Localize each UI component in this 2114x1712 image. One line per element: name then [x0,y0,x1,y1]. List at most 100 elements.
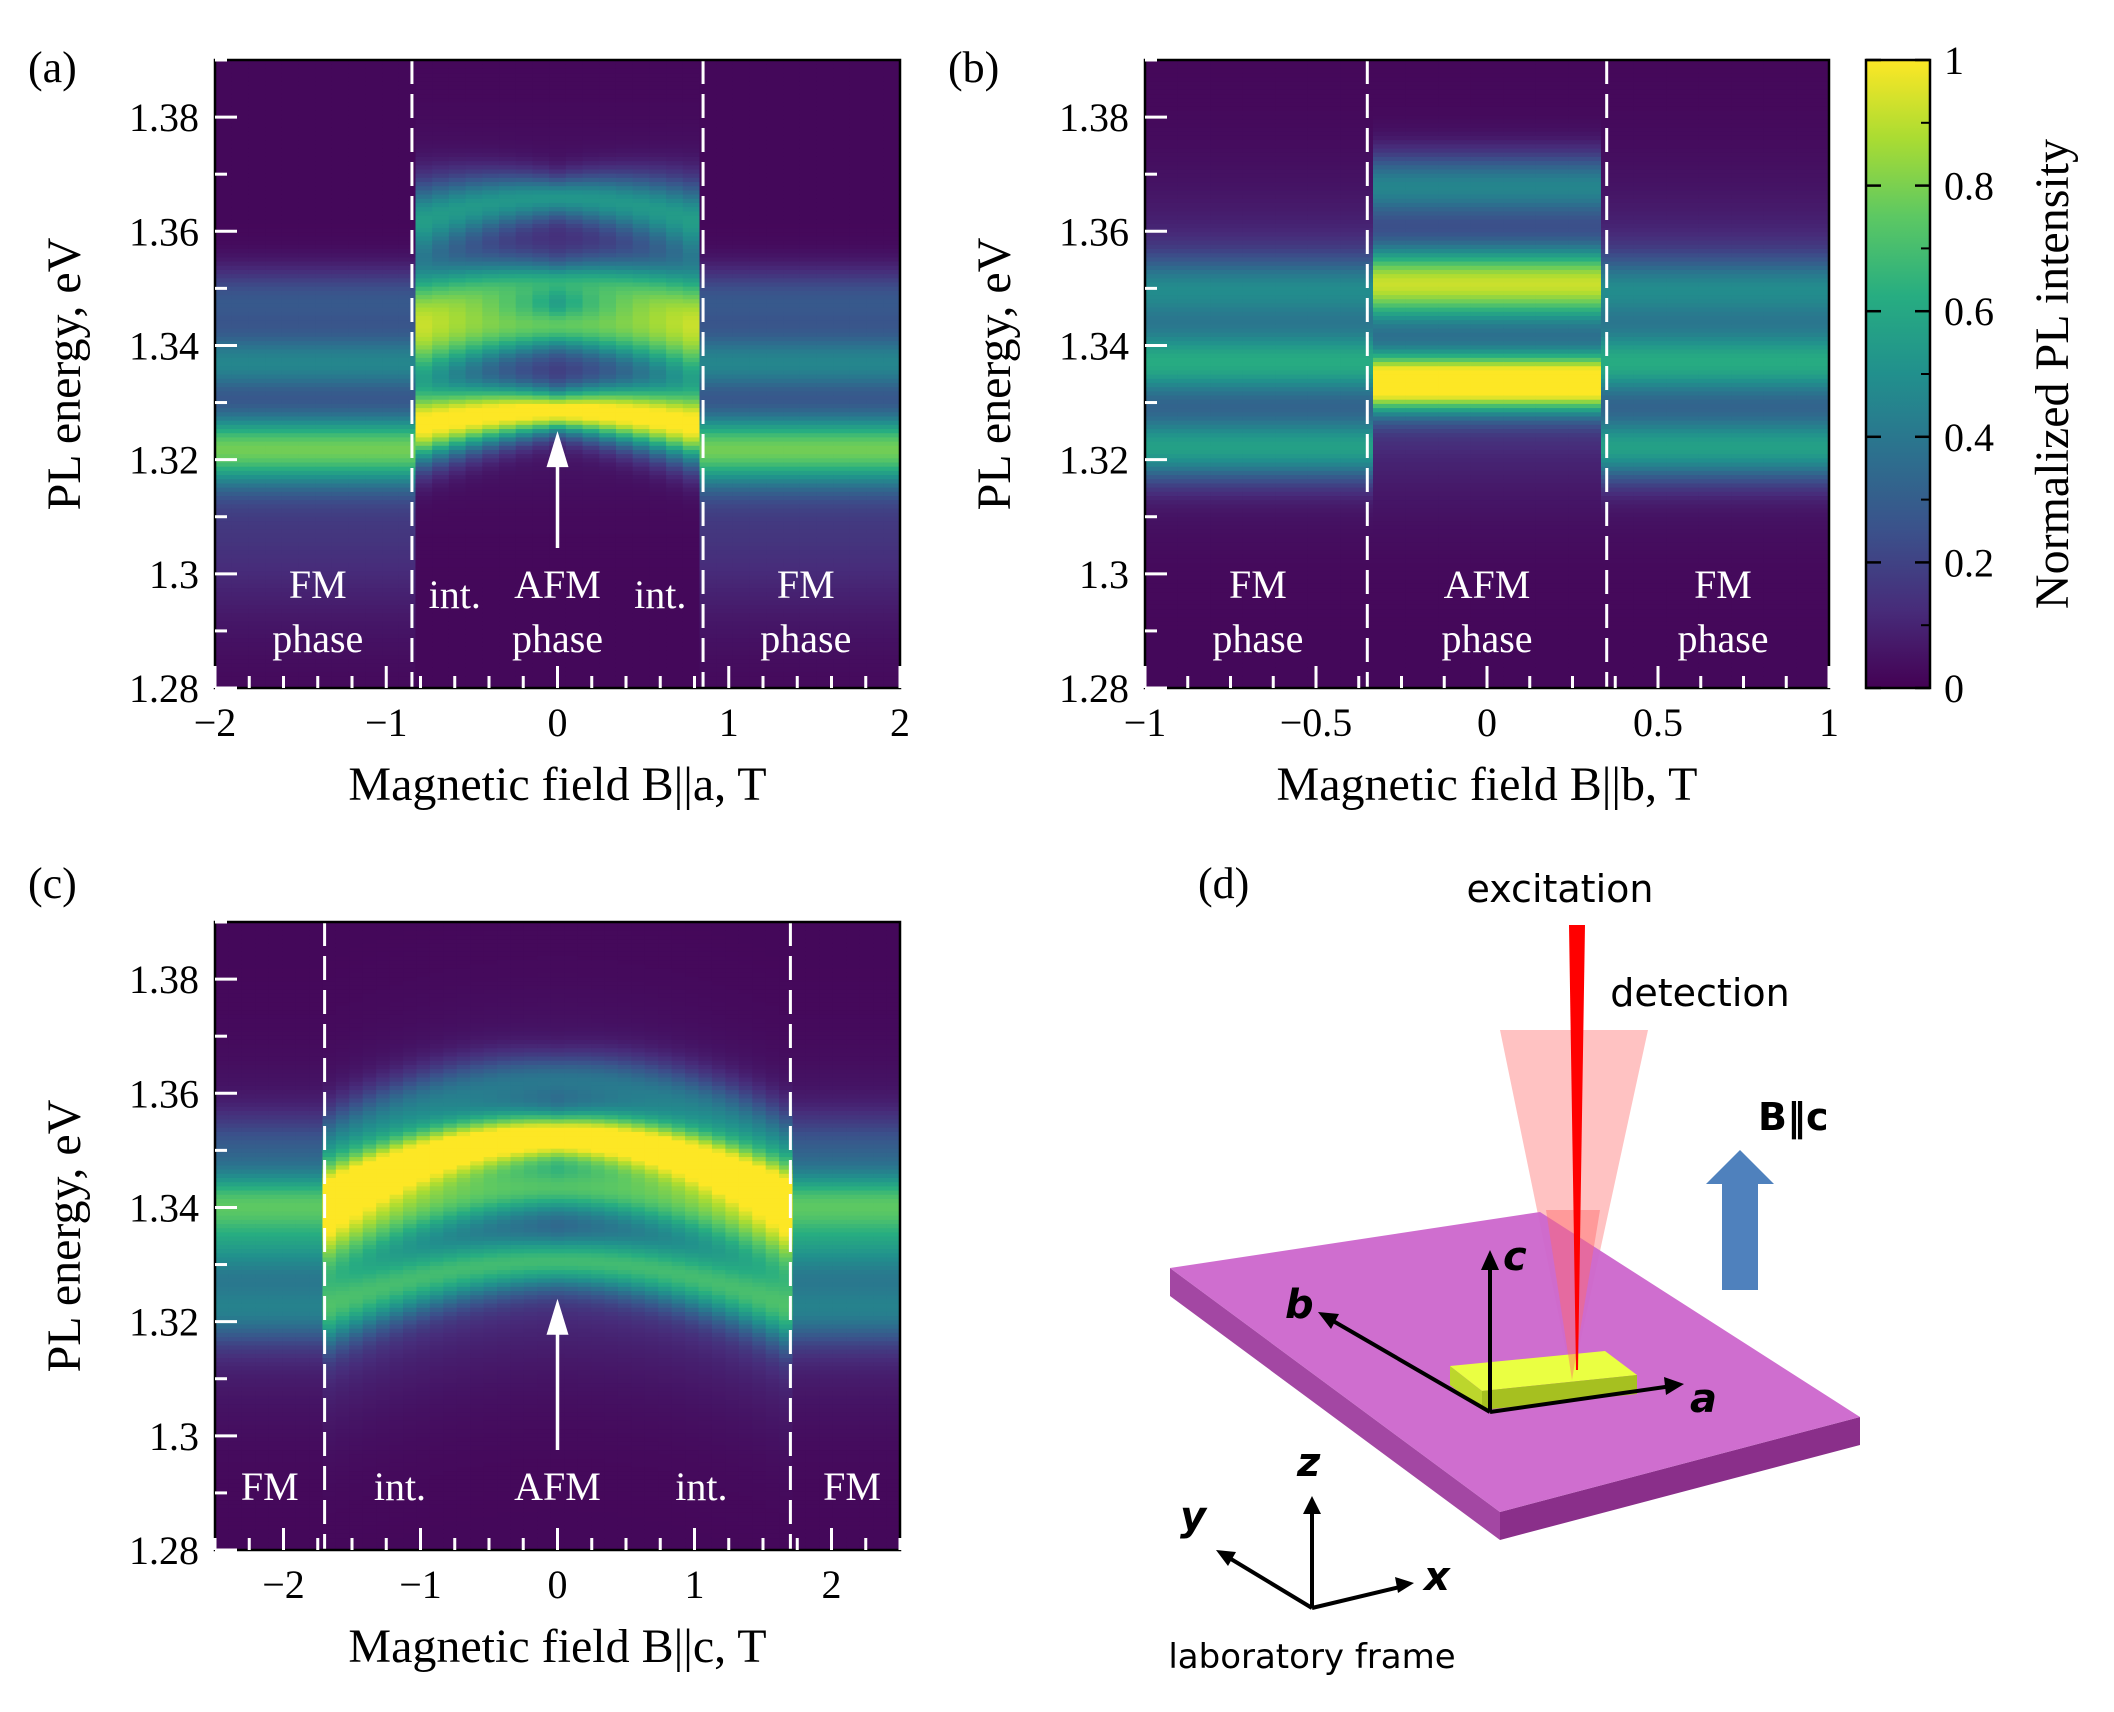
heatmap-cell [348,537,366,543]
heatmap-cell [265,210,283,216]
heatmap-cell [465,85,483,90]
heatmap-cell [716,286,734,291]
heatmap-cell [331,307,350,312]
heatmap-cell [448,545,467,551]
heatmap-cell [666,252,684,258]
heatmap-cell [615,265,634,270]
heatmap-cell [749,470,767,476]
heatmap-cell [749,361,767,367]
heatmap-cell [231,353,250,358]
heatmap-cell [231,286,250,291]
heatmap-cell [716,152,734,157]
heatmap-cell [682,319,701,325]
heatmap-cell [599,185,617,191]
heatmap-cell [432,93,450,99]
heatmap-cell [749,214,767,220]
heatmap-cell [231,432,250,438]
heatmap-cell [716,545,734,551]
heatmap-cell [666,424,684,430]
heatmap-cell [382,524,400,530]
heatmap-cell [265,198,283,203]
heatmap-cell [749,633,767,639]
heatmap-cell [515,135,534,141]
heatmap-cell [515,311,534,316]
heatmap-cell [599,466,617,471]
heatmap-cell [499,482,517,488]
heatmap-cell [499,240,517,245]
heatmap-cell [599,457,617,463]
heatmap-cell [565,520,584,526]
heatmap-cell [499,600,517,605]
heatmap-cell [666,68,684,74]
heatmap-cell [265,131,283,136]
heatmap-cell [482,650,500,656]
heatmap-cell [215,143,233,149]
heatmap-cell [465,223,483,229]
heatmap-cell [649,386,667,392]
heatmap-cell [248,378,266,383]
heatmap-cell [749,273,767,279]
heatmap-cell [365,311,383,316]
heatmap-cell [248,520,266,526]
heatmap-cell [599,89,617,95]
heatmap-cell [398,185,417,191]
heatmap-cell [315,281,333,287]
heatmap-cell [666,428,684,434]
heatmap-cell [398,265,417,270]
heatmap-cell [365,424,383,430]
heatmap-cell [649,470,667,476]
heatmap-cell [365,89,383,95]
heatmap-cell [448,629,467,635]
heatmap-cell [732,231,751,237]
heatmap-cell [448,591,467,597]
heatmap-cell [248,340,266,346]
heatmap-cell [582,353,600,358]
heatmap-cell [499,637,517,643]
heatmap-cell [682,106,701,111]
heatmap-cell [599,210,617,216]
heatmap-cell [649,420,667,425]
heatmap-cell [582,407,600,413]
heatmap-cell [732,583,751,589]
heatmap-cell [582,420,600,425]
heatmap-cell [582,131,600,136]
heatmap-cell [415,219,433,224]
heatmap-cell [465,390,483,396]
heatmap-cell [432,60,450,65]
heatmap-cell [281,516,300,522]
heatmap-cell [265,294,283,300]
heatmap-cell [615,290,634,296]
heatmap-cell [482,667,500,672]
heatmap-cell [632,394,650,400]
heatmap-cell [231,168,250,174]
heatmap-cell [615,202,634,208]
heatmap-cell [398,60,417,65]
heatmap-cell [231,629,250,635]
heatmap-cell [599,574,617,580]
heatmap-cell [265,114,283,120]
heatmap-cell [732,193,751,199]
heatmap-cell [549,273,567,279]
heatmap-cell [649,507,667,513]
heatmap-cell [732,336,751,342]
heatmap-cell [632,198,650,203]
heatmap-cell [615,600,634,605]
heatmap-cell [398,386,417,392]
heatmap-cell [582,533,600,538]
heatmap-cell [749,516,767,522]
heatmap-cell [682,181,701,187]
heatmap-cell [632,683,650,688]
heatmap-cell [281,449,300,455]
heatmap-cell [599,499,617,505]
heatmap-cell [615,566,634,572]
heatmap-cell [248,650,266,656]
heatmap-cell [515,445,534,450]
heatmap-cell [398,72,417,78]
heatmap-cell [615,440,634,446]
heatmap-cell [515,420,534,425]
heatmap-cell [315,474,333,480]
heatmap-cell [265,260,283,266]
heatmap-cell [699,198,717,203]
heatmap-cell [248,453,266,459]
heatmap-cell [549,579,567,584]
